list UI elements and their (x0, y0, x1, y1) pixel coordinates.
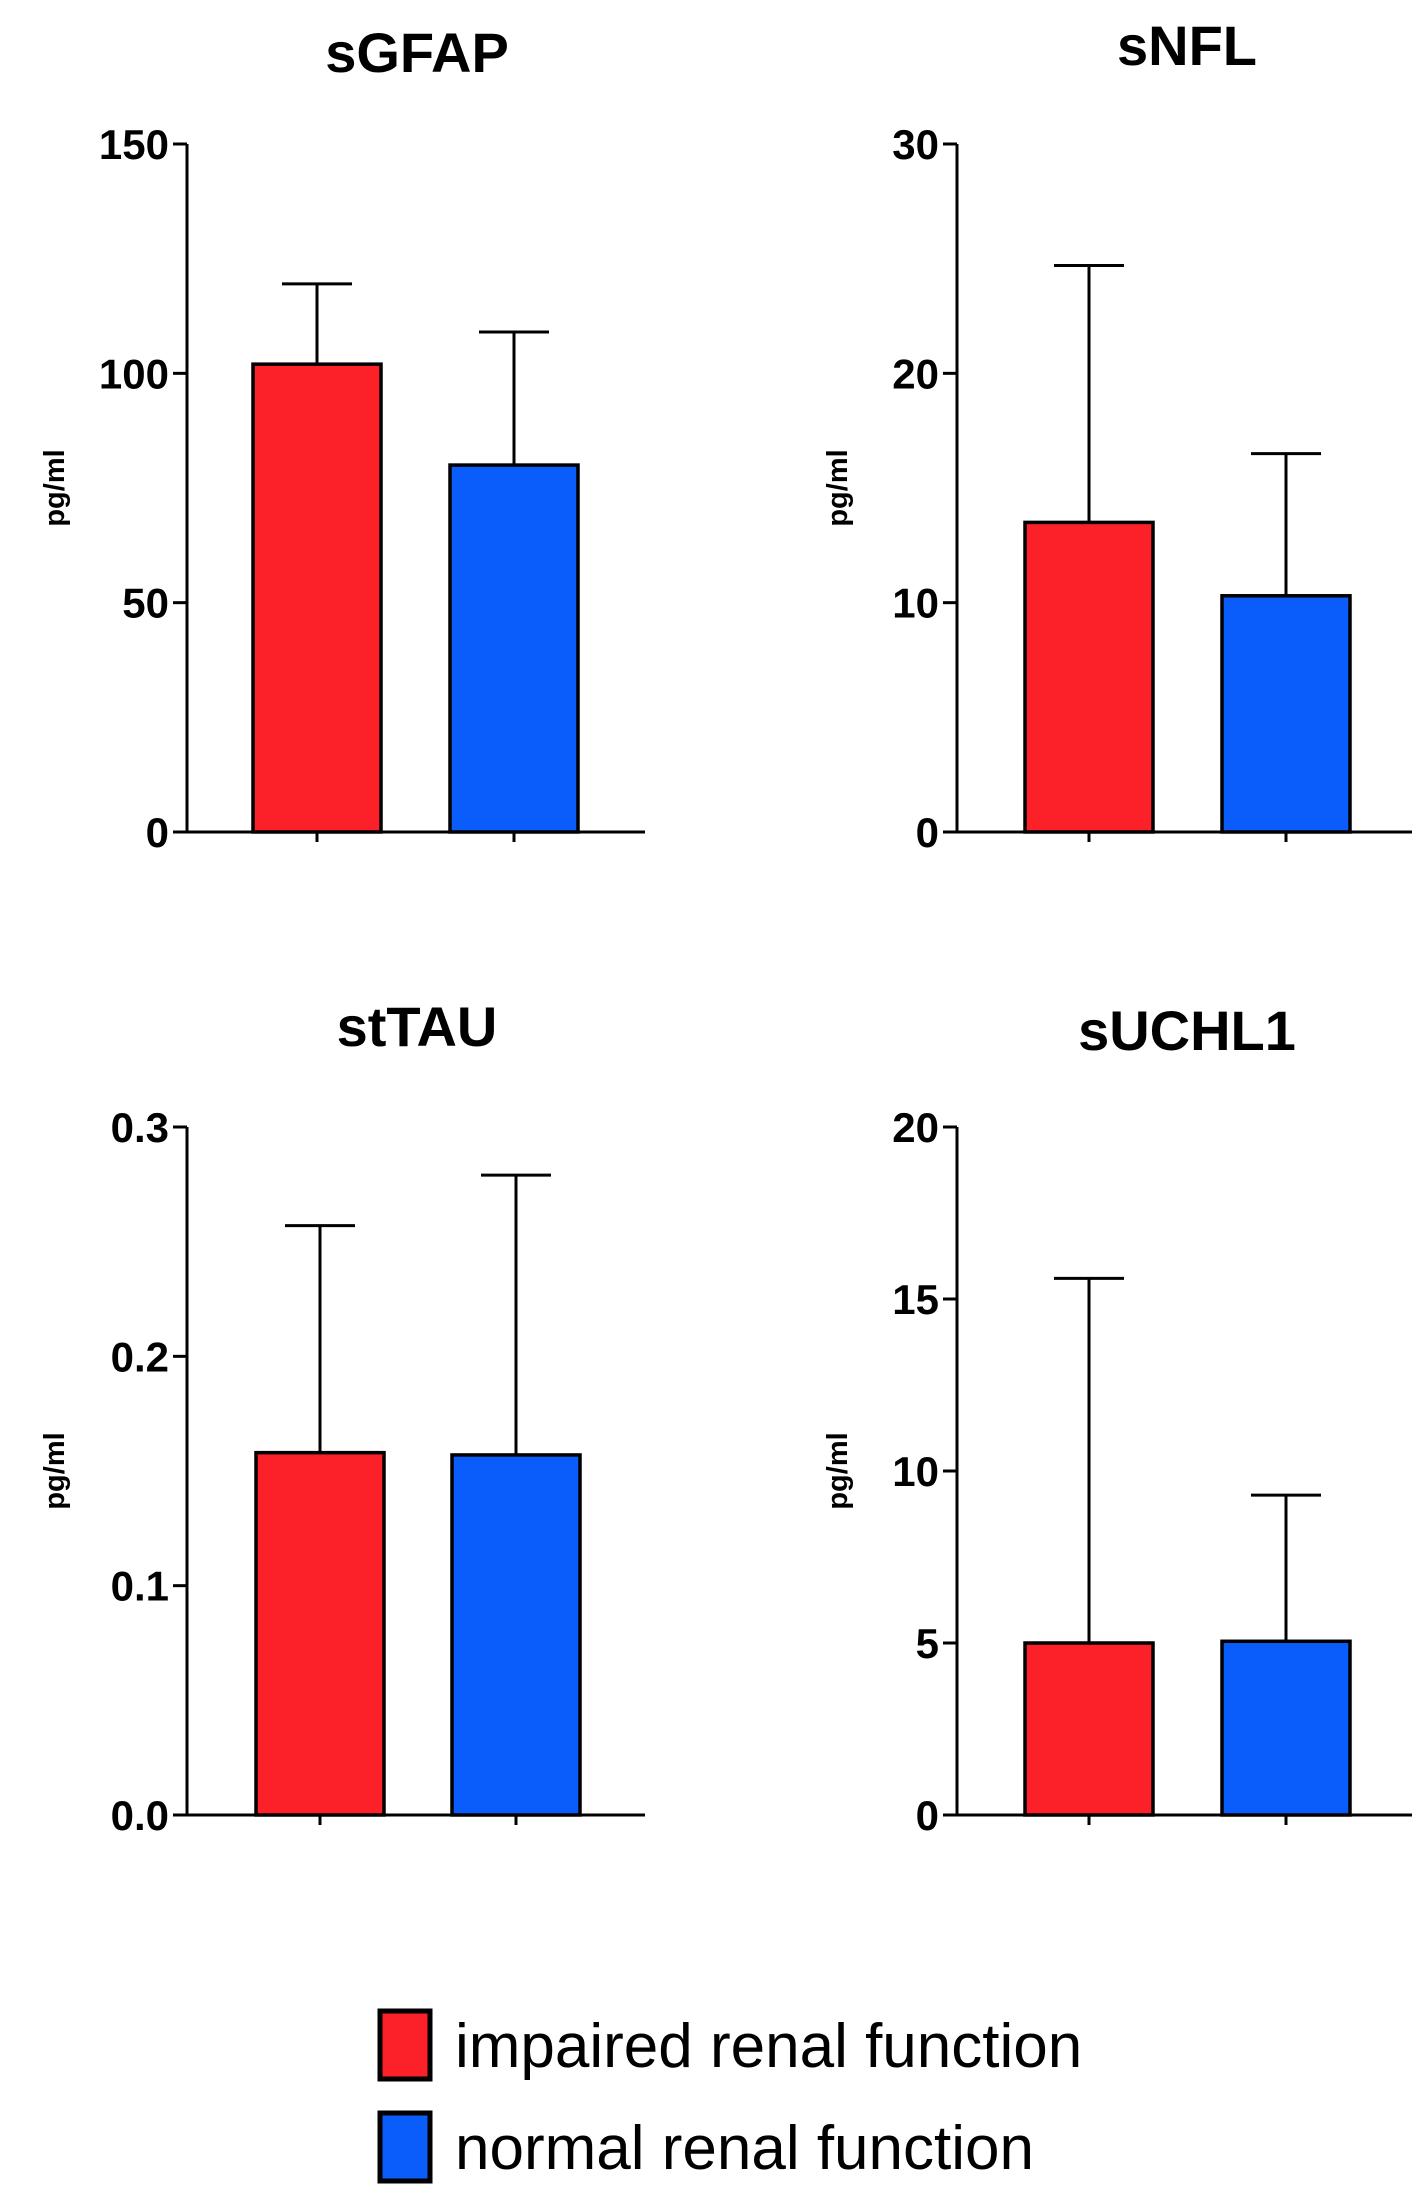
chart-title: sGFAP (325, 21, 509, 84)
y-axis-label: pg/ml (822, 449, 854, 526)
chart-title: stTAU (337, 995, 498, 1058)
y-tick-label: 20 (892, 1104, 939, 1151)
legend-swatch-normal (377, 2110, 433, 2184)
bar-normal (450, 1453, 582, 1817)
legend-swatch-impaired (377, 2008, 433, 2082)
chart-panel-snfl: sNFL pg/ml 0 10 20 30 (822, 14, 1412, 856)
y-tick-label: 20 (892, 350, 939, 397)
y-tick-label: 0 (916, 1792, 939, 1839)
y-axis-label: pg/ml (822, 1432, 854, 1509)
bar-impaired (254, 1450, 386, 1817)
chart-title: sNFL (1117, 14, 1257, 77)
bar-impaired (1023, 520, 1155, 834)
y-axis-label: pg/ml (39, 449, 71, 526)
legend-label-impaired: impaired renal function (455, 2012, 1082, 2081)
y-tick-label: 5 (916, 1620, 939, 1667)
y-tick-label: 0.0 (111, 1792, 169, 1839)
chart-panel-sgfap: sGFAP pg/ml 0 50 100 150 (39, 21, 645, 856)
y-tick-label: 0 (916, 809, 939, 856)
chart-panel-suchl1: sUCHL1 pg/ml 0 5 10 15 20 (822, 999, 1412, 1839)
y-tick-label: 0.3 (111, 1104, 169, 1151)
legend: impaired renal function normal renal func… (377, 2008, 1082, 2184)
y-tick-label: 0.1 (111, 1563, 169, 1610)
y-tick-label: 100 (99, 350, 169, 397)
legend-label-normal: normal renal function (455, 2114, 1034, 2183)
bar-impaired (1023, 1641, 1155, 1817)
y-tick-label: 0.2 (111, 1333, 169, 1380)
y-tick-label: 15 (892, 1276, 939, 1323)
bar-normal (1220, 594, 1352, 834)
y-tick-label: 10 (892, 1448, 939, 1495)
y-tick-label: 50 (122, 580, 169, 627)
bar-impaired (251, 362, 383, 834)
bar-normal (1220, 1639, 1352, 1817)
chart-title: sUCHL1 (1078, 999, 1296, 1062)
y-tick-label: 10 (892, 580, 939, 627)
bar-normal (448, 463, 580, 834)
y-tick-label: 30 (892, 121, 939, 168)
y-axis-label: pg/ml (39, 1432, 71, 1509)
y-tick-label: 150 (99, 121, 169, 168)
chart-panel-sttau: stTAU pg/ml 0.0 0.1 0.2 0.3 (39, 995, 645, 1839)
y-tick-label: 0 (146, 809, 169, 856)
